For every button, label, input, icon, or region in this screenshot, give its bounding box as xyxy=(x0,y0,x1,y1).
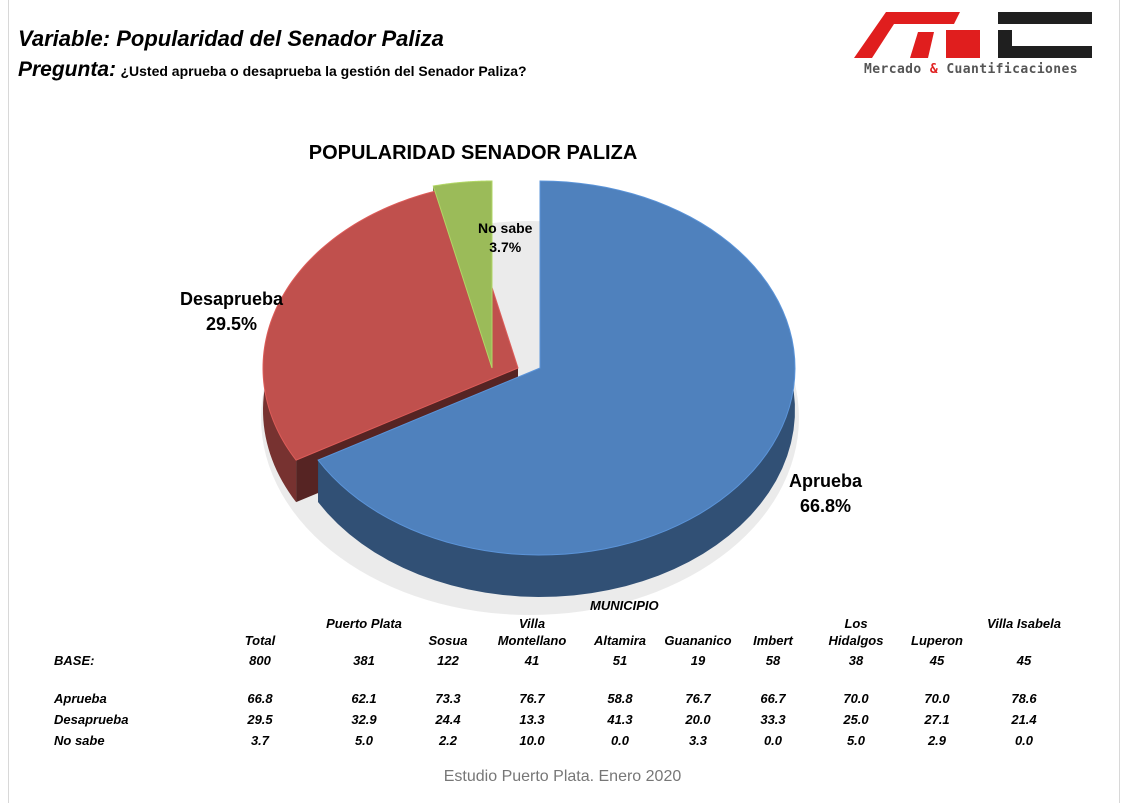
table-cell: 66.8 xyxy=(247,691,273,706)
table-cell: 2.2 xyxy=(438,733,458,748)
table-cell: 32.9 xyxy=(351,712,377,727)
base-cell: 41 xyxy=(524,653,540,668)
table-cell: 70.0 xyxy=(924,691,950,706)
base-cell: 19 xyxy=(690,653,706,668)
slice-value-aprueba: 66.8% xyxy=(799,496,852,516)
table-cell: 2.9 xyxy=(927,733,947,748)
column-header: Villa Isabela xyxy=(987,616,1061,631)
table-cell: 78.6 xyxy=(1011,691,1037,706)
base-cell: 800 xyxy=(249,653,271,668)
column-header: Villa Montellano xyxy=(497,616,567,648)
municipio-header: MUNICIPIO xyxy=(590,598,659,613)
table-cell: 76.7 xyxy=(519,691,545,706)
table-cell: 29.5 xyxy=(247,712,273,727)
row-label-aprueba: Aprueba xyxy=(54,691,107,706)
column-header: Luperon xyxy=(911,633,963,648)
footer: Estudio Puerto Plata. Enero 2020 xyxy=(443,768,682,785)
table-cell: 66.7 xyxy=(760,691,786,706)
question: Pregunta: ¿Usted aprueba o desaprueba la… xyxy=(18,58,527,82)
base-cell: 38 xyxy=(848,653,864,668)
base-cell: 45 xyxy=(929,653,945,668)
table-cell: 25.0 xyxy=(843,712,869,727)
slice-aprueba xyxy=(317,180,796,556)
variable-title: Variable: Popularidad del Senador Paliza xyxy=(18,26,444,51)
logo-mark-icon xyxy=(854,12,1092,58)
table-cell: 0.0 xyxy=(610,733,630,748)
base-cell: 381 xyxy=(353,653,375,668)
base-label: BASE: xyxy=(54,653,95,668)
logo-text: Mercado & Cuantificaciones xyxy=(864,62,1078,77)
base-cell: 51 xyxy=(612,653,628,668)
chart-title: POPULARIDAD SENADOR PALIZA xyxy=(308,142,638,164)
column-header: Total xyxy=(244,633,276,648)
table-cell: 41.3 xyxy=(607,712,633,727)
table-cell: 5.0 xyxy=(354,733,374,748)
table-cell: 73.3 xyxy=(435,691,461,706)
slice-name-aprueba: Aprueba xyxy=(789,471,863,491)
table-cell: 33.3 xyxy=(760,712,786,727)
table-cell: 21.4 xyxy=(1011,712,1037,727)
slice-no-sabe xyxy=(432,180,493,369)
table-cell: 62.1 xyxy=(351,691,377,706)
slice-value-desaprueba: 29.5% xyxy=(206,314,258,334)
row-label-desaprueba: Desaprueba xyxy=(54,712,129,727)
question-label: Pregunta xyxy=(18,58,110,81)
table-cell: 24.4 xyxy=(435,712,461,727)
slice-name-nosabe: No sabe xyxy=(478,220,533,236)
base-cell: 122 xyxy=(437,653,459,668)
slice-label-nosabe: No sabe 3.7% xyxy=(478,219,532,257)
question-colon: : xyxy=(109,58,117,81)
column-header: Guananico xyxy=(664,633,732,648)
row-label-nosabe: No sabe xyxy=(54,733,105,748)
table-cell: 20.0 xyxy=(685,712,711,727)
column-header: Sosua xyxy=(428,633,468,648)
base-cell: 45 xyxy=(1016,653,1032,668)
table-cell: 0.0 xyxy=(1014,733,1034,748)
slice-label-aprueba: Aprueba 66.8% xyxy=(789,469,862,519)
slice-name-desaprueba: Desaprueba xyxy=(180,289,284,309)
slice-desaprueba xyxy=(262,185,519,461)
table-cell: 3.3 xyxy=(688,733,708,748)
table-cell: 76.7 xyxy=(685,691,711,706)
table-cell: 58.8 xyxy=(607,691,633,706)
table-cell: 3.7 xyxy=(250,733,270,748)
table-cell: 27.1 xyxy=(924,712,950,727)
base-cell: 58 xyxy=(765,653,781,668)
slice-label-desaprueba: Desaprueba 29.5% xyxy=(180,287,283,337)
column-header: Los Hidalgos xyxy=(828,616,884,648)
table-cell: 5.0 xyxy=(846,733,866,748)
table-cell: 70.0 xyxy=(843,691,869,706)
column-header: Puerto Plata xyxy=(326,616,402,631)
company-logo: Mercado & Cuantificaciones xyxy=(848,8,1094,80)
table-cell: 10.0 xyxy=(519,733,545,748)
slice-value-nosabe: 3.7% xyxy=(489,239,522,255)
column-header: Altamira xyxy=(593,633,647,648)
question-text: ¿Usted aprueba o desaprueba la gestión d… xyxy=(120,63,527,79)
table-cell: 0.0 xyxy=(763,733,783,748)
column-header: Imbert xyxy=(753,633,793,648)
table-cell: 13.3 xyxy=(519,712,545,727)
